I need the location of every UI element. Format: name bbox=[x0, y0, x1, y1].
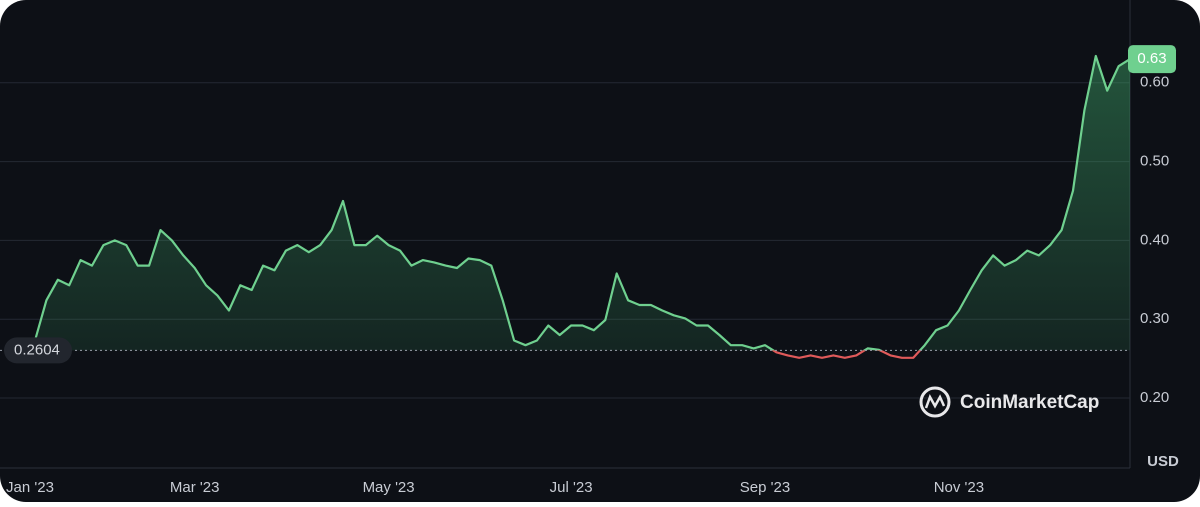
watermark-logo-mark bbox=[924, 393, 946, 409]
price-line bbox=[33, 54, 1130, 351]
reference-label: 0.2604 bbox=[14, 341, 60, 358]
watermark: CoinMarketCap bbox=[919, 386, 1099, 418]
y-tick-label: 0.40 bbox=[1140, 231, 1169, 248]
last-price-badge bbox=[1128, 45, 1176, 74]
currency-label: USD bbox=[1147, 453, 1179, 470]
x-tick-label: May '23 bbox=[363, 479, 415, 496]
x-tick-label: Sep '23 bbox=[740, 479, 790, 496]
y-tick-label: 0.20 bbox=[1140, 389, 1169, 406]
last-price-label: 0.63 bbox=[1137, 50, 1166, 67]
watermark-text: CoinMarketCap bbox=[960, 392, 1099, 413]
y-tick-label: 0.30 bbox=[1140, 310, 1169, 327]
reference-badge bbox=[4, 337, 72, 364]
x-tick-label: Jan '23 bbox=[6, 479, 54, 496]
y-tick-label: 0.50 bbox=[1140, 153, 1169, 170]
x-tick-label: Jul '23 bbox=[550, 479, 593, 496]
price-area bbox=[35, 56, 1130, 351]
y-tick-label: 0.60 bbox=[1140, 74, 1169, 91]
x-tick-label: Nov '23 bbox=[934, 479, 984, 496]
watermark-logo bbox=[919, 386, 951, 418]
x-tick-label: Mar '23 bbox=[170, 479, 220, 496]
